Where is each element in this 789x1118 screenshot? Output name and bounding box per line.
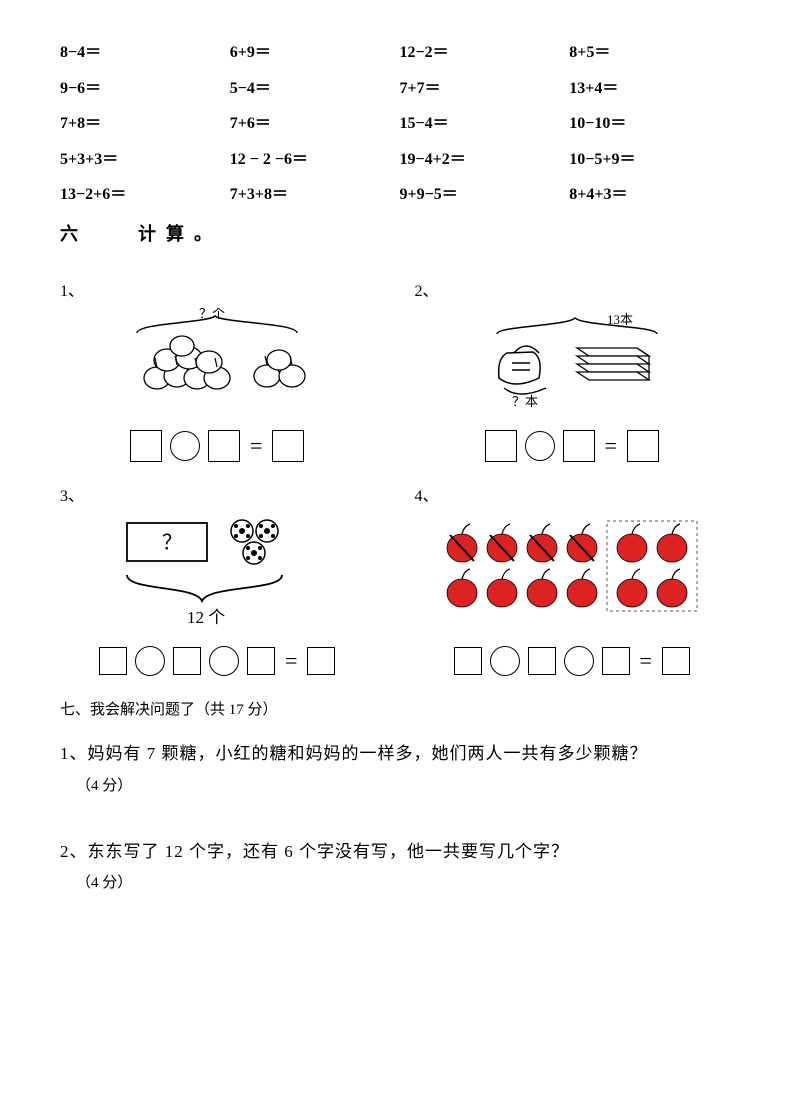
eq-cell: 7+7＝: [400, 76, 560, 102]
answer-box[interactable]: [528, 647, 556, 675]
answer-box[interactable]: [602, 647, 630, 675]
eq-cell: 19−4+2＝: [400, 147, 560, 173]
section-6-text: 计算。: [138, 224, 222, 244]
answer-box[interactable]: [272, 430, 304, 462]
eq-cell: 13+4＝: [569, 76, 729, 102]
eq-cell: 7+3+8＝: [230, 182, 390, 208]
pic-2-equation: =: [483, 428, 661, 463]
answer-box[interactable]: [173, 647, 201, 675]
picture-4: 4、: [415, 484, 730, 679]
eq-cell: 10−5+9＝: [569, 147, 729, 173]
answer-box[interactable]: [627, 430, 659, 462]
section-7-title: 七、我会解决问题了（共 17 分）: [60, 698, 729, 722]
pic-1-equation: =: [128, 428, 306, 463]
apples-pile-icon: ？个: [97, 308, 337, 418]
pic-4-equation: =: [452, 643, 692, 678]
svg-text:？个: ？个: [199, 308, 225, 321]
answer-box[interactable]: [454, 647, 482, 675]
eq-cell: 9−6＝: [60, 76, 220, 102]
answer-box[interactable]: [485, 430, 517, 462]
eq-cell: 12−2＝: [400, 40, 560, 66]
operator-circle[interactable]: [135, 646, 165, 676]
books-bag-icon: 13本 ？本: [452, 308, 692, 418]
eq-cell: 5+3+3＝: [60, 147, 220, 173]
answer-box[interactable]: [563, 430, 595, 462]
equals-sign: =: [636, 643, 656, 678]
operator-circle[interactable]: [490, 646, 520, 676]
eq-cell: 8+4+3＝: [569, 182, 729, 208]
equals-sign: =: [246, 428, 266, 463]
eq-cell: 7+6＝: [230, 111, 390, 137]
equals-sign: =: [601, 428, 621, 463]
eq-cell: 12 − 2 −6＝: [230, 147, 390, 173]
svg-text:？: ？: [162, 532, 182, 554]
equations-grid: 8−4＝ 6+9＝ 12−2＝ 8+5＝ 9−6＝ 5−4＝ 7+7＝ 13+4…: [60, 40, 729, 208]
picture-3: 3、 ？ 12 个 =: [60, 484, 375, 679]
eq-cell: 6+9＝: [230, 40, 390, 66]
picture-1: 1、 ？个: [60, 279, 375, 464]
eq-cell: 5−4＝: [230, 76, 390, 102]
operator-circle[interactable]: [564, 646, 594, 676]
pic-3-equation: =: [97, 643, 337, 678]
eq-cell: 13−2+6＝: [60, 182, 220, 208]
operator-circle[interactable]: [525, 431, 555, 461]
pic-3-number: 3、: [60, 484, 84, 510]
eq-cell: 8−4＝: [60, 40, 220, 66]
picture-row-2: 3、 ？ 12 个 =: [60, 484, 729, 679]
question-2: 2、东东写了 12 个字，还有 6 个字没有写，他一共要写几个字？: [60, 838, 729, 865]
svg-text:？本: ？本: [512, 394, 538, 409]
pic-4-number: 4、: [415, 484, 439, 510]
eq-cell: 15−4＝: [400, 111, 560, 137]
picture-2: 2、 13本 ？本: [415, 279, 730, 464]
answer-box[interactable]: [130, 430, 162, 462]
pic-1-number: 1、: [60, 279, 84, 305]
balls-box-icon: ？ 12 个: [87, 513, 347, 633]
eq-cell: 7+8＝: [60, 111, 220, 137]
eq-cell: 8+5＝: [569, 40, 729, 66]
section-6-number: 六: [60, 224, 88, 244]
answer-box[interactable]: [208, 430, 240, 462]
answer-box[interactable]: [247, 647, 275, 675]
pic-2-number: 2、: [415, 279, 439, 305]
answer-box[interactable]: [662, 647, 690, 675]
eq-cell: 10−10＝: [569, 111, 729, 137]
answer-box[interactable]: [99, 647, 127, 675]
question-1: 1、妈妈有 7 颗糖，小红的糖和妈妈的一样多，她们两人一共有多少颗糖？: [60, 740, 729, 767]
operator-circle[interactable]: [170, 431, 200, 461]
question-2-points: （4 分）: [76, 871, 729, 895]
answer-box[interactable]: [307, 647, 335, 675]
equals-sign: =: [281, 643, 301, 678]
operator-circle[interactable]: [209, 646, 239, 676]
question-1-points: （4 分）: [76, 774, 729, 798]
section-6-title: 六 计算。: [60, 220, 729, 249]
eq-cell: 9+9−5＝: [400, 182, 560, 208]
svg-text:12 个: 12 个: [187, 608, 225, 627]
picture-row-1: 1、 ？个: [60, 279, 729, 464]
red-apples-icon: [432, 513, 712, 633]
